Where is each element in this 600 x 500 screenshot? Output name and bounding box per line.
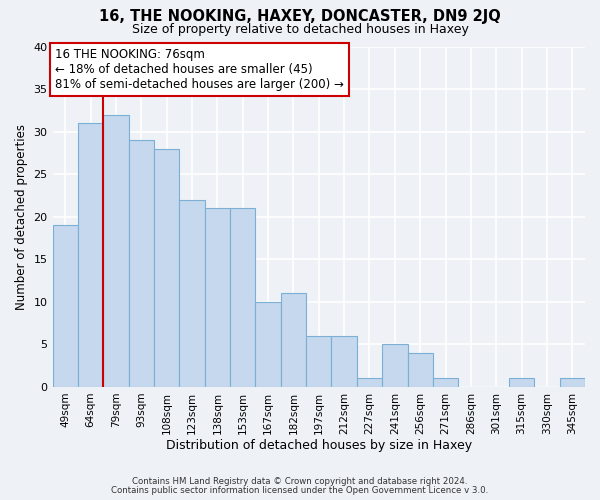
Text: Contains HM Land Registry data © Crown copyright and database right 2024.: Contains HM Land Registry data © Crown c… — [132, 477, 468, 486]
Bar — [382, 344, 407, 387]
Bar — [179, 200, 205, 387]
Bar — [230, 208, 256, 387]
Bar — [306, 336, 331, 387]
Bar — [281, 294, 306, 387]
Text: 16 THE NOOKING: 76sqm
← 18% of detached houses are smaller (45)
81% of semi-deta: 16 THE NOOKING: 76sqm ← 18% of detached … — [55, 48, 344, 91]
Bar — [205, 208, 230, 387]
Text: Size of property relative to detached houses in Haxey: Size of property relative to detached ho… — [131, 22, 469, 36]
X-axis label: Distribution of detached houses by size in Haxey: Distribution of detached houses by size … — [166, 440, 472, 452]
Y-axis label: Number of detached properties: Number of detached properties — [15, 124, 28, 310]
Bar — [433, 378, 458, 387]
Bar — [407, 353, 433, 387]
Bar — [128, 140, 154, 387]
Text: 16, THE NOOKING, HAXEY, DONCASTER, DN9 2JQ: 16, THE NOOKING, HAXEY, DONCASTER, DN9 2… — [99, 9, 501, 24]
Bar — [331, 336, 357, 387]
Bar — [509, 378, 534, 387]
Bar — [357, 378, 382, 387]
Bar — [103, 114, 128, 387]
Bar — [256, 302, 281, 387]
Bar — [560, 378, 585, 387]
Bar — [154, 148, 179, 387]
Text: Contains public sector information licensed under the Open Government Licence v : Contains public sector information licen… — [112, 486, 488, 495]
Bar — [78, 123, 103, 387]
Bar — [53, 225, 78, 387]
